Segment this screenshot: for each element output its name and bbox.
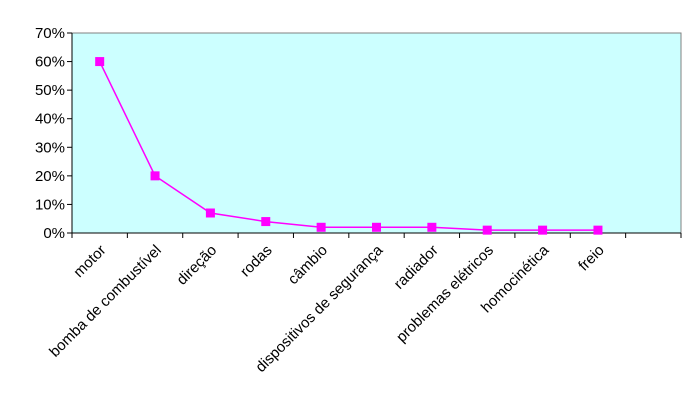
data-point-marker: [316, 222, 326, 232]
data-point-marker: [593, 225, 603, 235]
x-category-label: bomba de combustível: [46, 242, 165, 361]
y-axis: 0% 10% 20% 30% 40% 50% 60% 70%: [35, 25, 73, 242]
series-line: [99, 61, 598, 231]
y-tick-label: 40%: [35, 111, 65, 128]
plot-area: [71, 32, 682, 234]
x-category-label: direção: [173, 242, 220, 289]
data-point-marker: [538, 225, 548, 235]
x-category-label: freio: [575, 242, 608, 275]
series-layer: [95, 57, 603, 235]
y-tick-label: 10%: [35, 196, 65, 213]
y-tick-label: 30%: [35, 139, 65, 156]
x-category-label: problemas elétricos: [393, 242, 497, 346]
data-point-marker: [95, 57, 105, 67]
data-point-marker: [205, 208, 215, 218]
data-point-marker: [261, 217, 271, 227]
x-category-label: rodas: [237, 242, 276, 281]
x-category-label: motor: [70, 242, 109, 281]
data-point-marker: [150, 171, 160, 181]
y-tick-label: 50%: [35, 82, 65, 99]
y-tick-label: 0%: [43, 225, 65, 242]
data-point-marker: [482, 225, 492, 235]
data-point-marker: [372, 222, 381, 232]
x-category-label: radiador: [391, 242, 442, 293]
y-tick-label: 20%: [35, 168, 65, 185]
data-point-marker: [427, 222, 437, 232]
x-category-label: câmbio: [285, 242, 331, 288]
y-tick-label: 70%: [35, 25, 65, 42]
y-tick-label: 60%: [35, 54, 65, 71]
